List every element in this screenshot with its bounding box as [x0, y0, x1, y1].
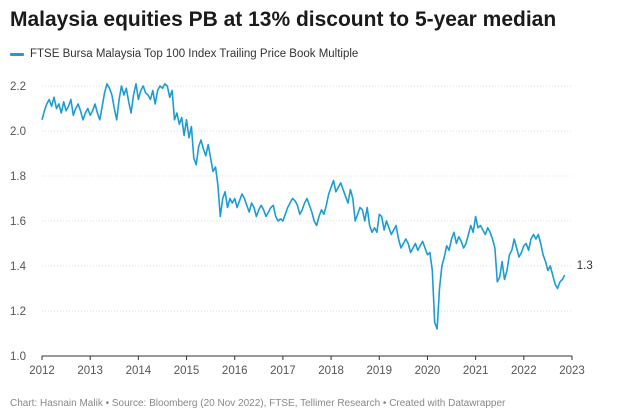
- x-tick-label: 2017: [270, 365, 296, 377]
- chart-title: Malaysia equities PB at 13% discount to …: [10, 8, 557, 31]
- legend: FTSE Bursa Malaysia Top 100 Index Traili…: [10, 48, 358, 60]
- y-tick-label: 2.2: [10, 81, 26, 93]
- x-tick-label: 2020: [415, 365, 441, 377]
- y-tick-label: 1.8: [10, 171, 26, 183]
- x-tick-label: 2022: [511, 365, 537, 377]
- x-tick-label: 2012: [29, 365, 55, 377]
- legend-swatch: [10, 52, 24, 56]
- series-line: [41, 83, 566, 330]
- y-tick-label: 1.0: [10, 351, 26, 363]
- x-tick-label: 2015: [174, 365, 200, 377]
- x-tick-label: 2019: [366, 365, 392, 377]
- x-tick-label: 2014: [126, 365, 152, 377]
- x-tick-label: 2023: [559, 365, 585, 377]
- legend-label: FTSE Bursa Malaysia Top 100 Index Traili…: [30, 48, 359, 60]
- y-tick-label: 1.6: [10, 216, 26, 228]
- x-tick-label: 2021: [463, 365, 489, 377]
- y-tick-label: 2.0: [10, 126, 26, 138]
- x-tick-label: 2016: [222, 365, 248, 377]
- end-value-label: 1.3: [577, 260, 593, 272]
- y-tick-label: 1.2: [10, 306, 26, 318]
- x-tick-label: 2018: [318, 365, 344, 377]
- chart-footer: Chart: Hasnain Malik • Source: Bloomberg…: [10, 398, 506, 409]
- x-tick-label: 2013: [77, 365, 103, 377]
- y-tick-label: 1.4: [10, 261, 27, 273]
